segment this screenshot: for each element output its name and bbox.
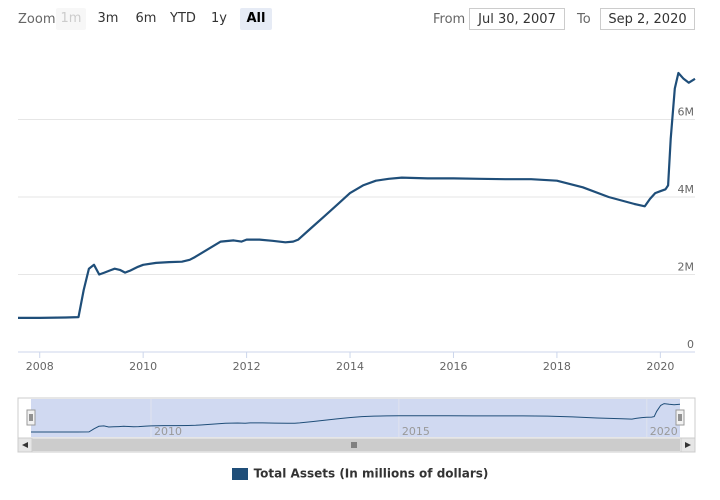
navigator-handle-right[interactable] — [675, 409, 685, 426]
y-tick-label: 0 — [687, 338, 694, 351]
y-tick-label: 2M — [678, 261, 695, 274]
x-tick-label: 2008 — [26, 360, 54, 373]
x-tick-label: 2014 — [336, 360, 364, 373]
zoom-ytd-button[interactable]: YTD — [170, 11, 196, 26]
y-tick-label: 4M — [678, 183, 695, 196]
navigator-tick-label: 2010 — [154, 425, 182, 438]
from-label: From — [433, 12, 466, 27]
x-tick-label: 2016 — [439, 360, 467, 373]
y-axis-labels: 0 2M 4M 6M — [678, 106, 695, 352]
x-tick-label: 2018 — [543, 360, 571, 373]
zoom-1m-button[interactable]: 1m — [56, 8, 86, 30]
navigator-selected-range[interactable] — [31, 399, 680, 437]
legend-label: Total Assets (In millions of dollars) — [253, 466, 489, 481]
zoom-all-button[interactable]: All — [240, 8, 272, 30]
arrow-left-icon — [22, 442, 28, 448]
zoom-1y-button[interactable]: 1y — [211, 11, 227, 26]
arrow-right-icon — [685, 442, 691, 448]
scrollbar[interactable] — [17, 437, 696, 453]
from-date-input[interactable]: Jul 30, 2007 — [469, 8, 565, 30]
zoom-label: Zoom — [18, 12, 56, 27]
navigator-series-line — [31, 403, 681, 433]
x-tick-label: 2010 — [129, 360, 157, 373]
navigator-handle-left[interactable] — [26, 409, 36, 426]
navigator-axis: 2010 2015 2020 — [150, 399, 678, 438]
zoom-3m-button[interactable]: 3m — [97, 11, 119, 26]
to-label: To — [577, 12, 591, 27]
x-axis: 2008 2010 2012 2014 2016 2018 2020 — [26, 352, 674, 373]
series-line-total-assets — [18, 71, 696, 319]
x-tick-label: 2020 — [646, 360, 674, 373]
x-tick-label: 2012 — [233, 360, 261, 373]
to-date-input[interactable]: Sep 2, 2020 — [600, 8, 695, 30]
zoom-6m-button[interactable]: 6m — [135, 11, 157, 26]
legend[interactable]: Total Assets (In millions of dollars) — [0, 466, 720, 481]
legend-swatch — [231, 467, 248, 480]
grid-lines — [18, 119, 695, 353]
navigator-tick-label: 2020 — [650, 425, 678, 438]
y-tick-label: 6M — [678, 106, 695, 119]
chart-area: 0 2M 4M 6M 2008 2010 2012 2014 2016 2018 2020 201… — [17, 71, 696, 453]
navigator-tick-label: 2015 — [402, 425, 430, 438]
range-selector-toolbar: Zoom 1m 3m 6m YTD 1y All From Jul 30, 20… — [0, 0, 720, 38]
